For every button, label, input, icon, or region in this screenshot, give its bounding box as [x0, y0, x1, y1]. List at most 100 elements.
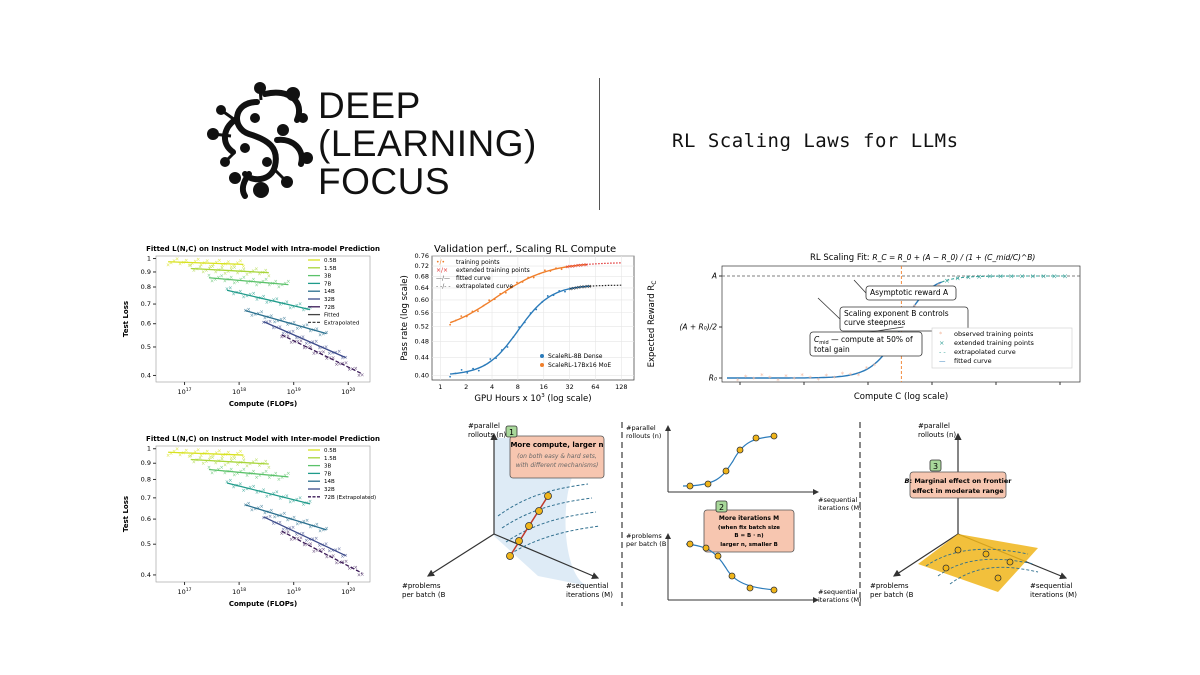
data-point: ×: [278, 520, 282, 526]
fit-line: [263, 321, 347, 359]
data-point: ×: [269, 313, 273, 319]
y-tick-label: 0.44: [415, 354, 429, 362]
legend-label: 7B: [324, 471, 331, 477]
data-point: ×: [276, 513, 280, 519]
data-point: ×: [220, 263, 224, 269]
data-point: ×: [298, 325, 302, 331]
legend-box: [931, 327, 1073, 369]
data-point: ×: [208, 455, 212, 461]
mini-top-ylabel-1: #parallel: [626, 424, 656, 432]
data-point: ×: [254, 266, 258, 272]
extended-training-point: ×: [581, 263, 585, 269]
y-tick-label: 0.56: [415, 309, 429, 317]
data-point: ×: [314, 536, 318, 542]
box2-line4: larger n, smaller B: [720, 542, 778, 548]
data-point: ×: [264, 277, 268, 283]
data-point: ×: [296, 339, 300, 345]
x-tick-label: 1019: [287, 587, 301, 596]
data-point: ×: [196, 257, 200, 263]
legend-label: 32B: [324, 487, 335, 493]
data-point: ×: [269, 508, 273, 514]
exponent-annotation-text: curve steepness: [844, 318, 906, 327]
x-axis-label: Compute C (log scale): [854, 392, 948, 402]
y-tick-label: 0.64: [415, 284, 429, 292]
training-point: [521, 281, 524, 283]
data-point: ×: [331, 350, 335, 356]
extrapolated-curve: [589, 284, 622, 287]
y-tick-label: 0.8: [141, 283, 151, 291]
mini-top-ylabel-2: rollouts (n): [626, 432, 661, 440]
data-point: ×: [285, 518, 289, 524]
data-point: ×: [360, 572, 364, 578]
observed-point: *: [744, 373, 748, 381]
legend-marker: [540, 354, 544, 358]
extended-training-point: ×: [571, 264, 575, 270]
legend-symbol: —/—: [436, 275, 450, 282]
extrapolated-curve: [941, 275, 1065, 283]
data-point: ×: [259, 504, 263, 510]
callout-box-2: 2 More iterations M (when fix batch size…: [703, 500, 795, 553]
training-point: [489, 358, 492, 360]
mini-bottom-xlabel-1: #sequential: [818, 588, 858, 596]
x-tick-label: 128: [615, 383, 627, 391]
data-point: ×: [286, 471, 290, 477]
data-point: ×: [331, 355, 335, 361]
data-point: ×: [285, 300, 289, 306]
data-point: ×: [292, 515, 296, 521]
legend-label: 1.5B: [324, 266, 337, 272]
extended-point: ×: [1062, 273, 1068, 281]
data-point: ×: [298, 520, 302, 526]
legend-symbol: ×/×: [436, 267, 448, 274]
page-title: RL Scaling Laws for LLMs: [672, 130, 959, 152]
data-point: ×: [261, 515, 265, 521]
data-point: ×: [308, 305, 312, 311]
data-point: ×: [175, 447, 179, 453]
extended-training-point: ×: [574, 285, 578, 291]
right-axis-parallel-2: rollouts (n): [918, 431, 956, 439]
data-point: ×: [217, 258, 221, 264]
data-point: ×: [317, 346, 321, 352]
legend-label: extended training points: [456, 267, 530, 274]
extended-point: ×: [965, 274, 971, 282]
data-point: ×: [213, 469, 217, 475]
data-point: ×: [317, 543, 321, 549]
training-point: [538, 272, 541, 275]
y-tick-label: 0.4: [141, 371, 151, 379]
data-point: ×: [354, 366, 358, 372]
legend-symbol: - -/- -: [436, 283, 451, 290]
data-point: ×: [255, 475, 259, 481]
data-point: ×: [308, 499, 312, 505]
observed-point: *: [825, 373, 829, 381]
legend-marker: [540, 363, 544, 367]
badge-2: 2: [719, 503, 724, 512]
axis-label-parallel-1: #parallel: [468, 422, 500, 430]
extended-point: ×: [1041, 273, 1047, 281]
data-point: ×: [225, 479, 229, 485]
chart-title: Fitted L(N,C) on Instruct Model with Int…: [146, 245, 380, 253]
data-point: ×: [259, 310, 263, 316]
box2-line2: (when fix batch size: [718, 525, 780, 531]
data-point: ×: [192, 459, 196, 465]
data-point: ×: [226, 259, 230, 265]
data-point: ×: [204, 268, 208, 274]
data-point: ×: [268, 319, 272, 325]
x-tick-label: 16: [540, 383, 548, 391]
rl-scaling-fit-chart: RL Scaling Fit: R_C = R_0 + (A − R_0) / …: [647, 253, 1081, 402]
diagram-right-axes: #parallel rollouts (n) #problems per bat…: [870, 422, 1077, 599]
data-point: ×: [305, 542, 309, 548]
extended-training-point: ×: [585, 284, 589, 290]
data-point: ×: [232, 456, 236, 462]
legend-label: Fitted: [324, 313, 339, 319]
fit-line: [190, 458, 269, 465]
asymptote-annotation-text: Asymptotic reward A: [870, 288, 949, 297]
svg-text:B: Marginal effect on frontier: B: Marginal effect on frontier: [904, 477, 1012, 485]
plot-area: [155, 255, 371, 383]
axis-label-parallel-2: rollouts (n): [468, 431, 506, 439]
cmid-annotation-text: Cmid — compute at 50% of: [814, 335, 913, 346]
data-point: ×: [286, 530, 290, 536]
data-point: ×: [272, 319, 276, 325]
extended-training-point: ×: [568, 264, 572, 270]
data-point: ×: [228, 478, 232, 484]
observed-point: *: [760, 372, 764, 380]
data-point: ×: [229, 455, 233, 461]
